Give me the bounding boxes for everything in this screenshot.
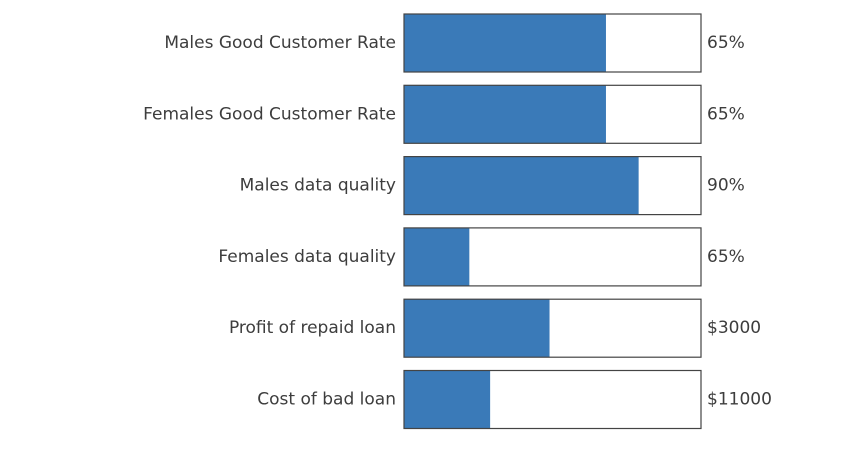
bar [404, 227, 470, 286]
bar [404, 156, 639, 215]
bar-border [403, 227, 702, 287]
bar-row: Males Good Customer Rate 65% [164, 13, 745, 73]
value-label: 90% [707, 176, 745, 196]
bar-border [403, 298, 702, 358]
bar-row: Profit of repaid loan $3000 [229, 298, 761, 358]
bar-row: Females data quality 65% [218, 227, 745, 287]
bar-border [403, 13, 702, 73]
bar-row: Cost of bad loan $11000 [257, 369, 772, 430]
category-label: Males data quality [240, 176, 396, 196]
category-label: Females data quality [218, 247, 396, 267]
value-label: $11000 [707, 390, 772, 410]
bar [404, 85, 606, 144]
bar [404, 370, 491, 429]
value-label: 65% [707, 104, 745, 124]
category-label: Males Good Customer Rate [164, 33, 396, 53]
bar-row: Females Good Customer Rate 65% [143, 84, 745, 144]
bar-row: Males data quality 90% [240, 156, 745, 216]
category-label: Profit of repaid loan [229, 318, 396, 338]
value-label: $3000 [707, 318, 761, 338]
bar-border [403, 84, 702, 144]
bar-border [403, 369, 702, 430]
bar [404, 299, 550, 358]
category-label: Cost of bad loan [257, 390, 396, 410]
value-label: 65% [707, 33, 745, 53]
bar [404, 14, 606, 72]
value-label: 65% [707, 247, 745, 267]
category-label: Females Good Customer Rate [143, 104, 396, 124]
bar-border [403, 156, 702, 216]
